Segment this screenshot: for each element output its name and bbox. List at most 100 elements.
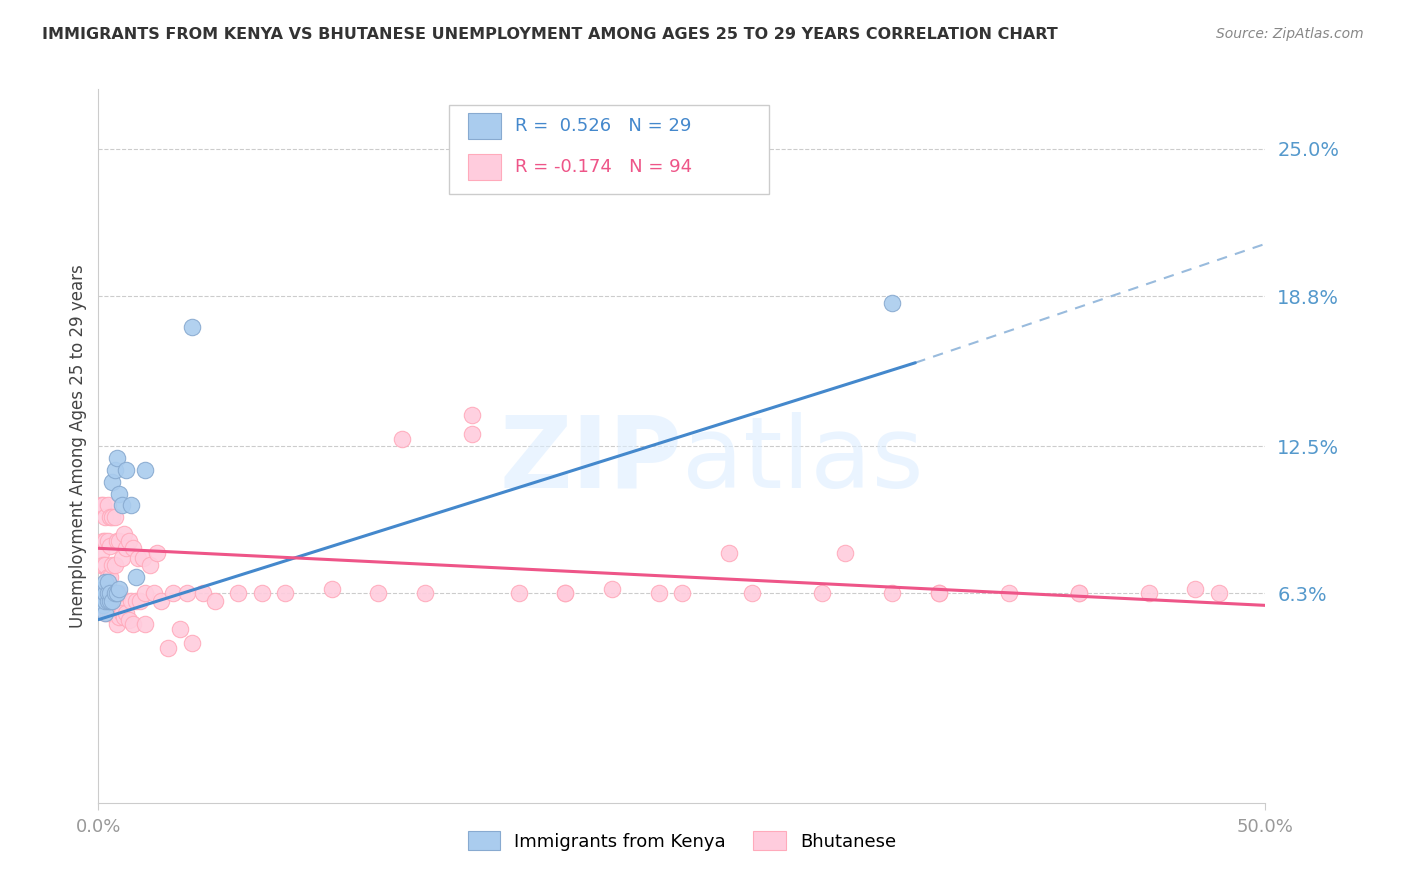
Point — [101, 593, 124, 607]
Point — [1208, 586, 1230, 600]
Point — [115, 541, 138, 556]
Point — [98, 606, 121, 620]
Point — [139, 558, 162, 572]
Point — [741, 586, 763, 600]
Point — [1067, 586, 1090, 600]
Point — [127, 550, 149, 565]
Point — [98, 586, 121, 600]
Point — [880, 586, 903, 600]
Point — [97, 593, 120, 607]
Point — [91, 499, 114, 513]
Point — [111, 550, 134, 565]
Point — [91, 586, 114, 600]
Point — [134, 463, 156, 477]
Point — [600, 582, 623, 596]
Text: atlas: atlas — [682, 412, 924, 508]
Point — [105, 450, 128, 465]
FancyBboxPatch shape — [468, 113, 501, 139]
Point — [193, 586, 215, 600]
Point — [94, 558, 117, 572]
Point — [94, 593, 117, 607]
Point — [834, 546, 856, 560]
Point — [125, 570, 148, 584]
Point — [94, 534, 117, 549]
Point — [122, 617, 145, 632]
Point — [97, 570, 120, 584]
Point — [97, 534, 120, 549]
Point — [98, 593, 121, 607]
Point — [105, 593, 128, 607]
Point — [125, 593, 148, 607]
Point — [101, 586, 124, 600]
Point — [104, 463, 127, 477]
Text: ZIP: ZIP — [499, 412, 682, 508]
Point — [94, 586, 117, 600]
Point — [118, 534, 141, 549]
Point — [90, 593, 112, 607]
Point — [105, 586, 128, 600]
Point — [880, 296, 903, 310]
Point — [146, 546, 169, 560]
Point — [321, 582, 343, 596]
Point — [94, 606, 117, 620]
Point — [118, 613, 141, 627]
Point — [90, 499, 112, 513]
Point — [647, 586, 669, 600]
Point — [98, 510, 121, 524]
Point — [928, 586, 950, 600]
Point — [91, 599, 114, 613]
Point — [108, 582, 131, 596]
Point — [108, 486, 131, 500]
Point — [104, 586, 127, 600]
Point — [274, 586, 297, 600]
Point — [90, 546, 112, 560]
Point — [91, 558, 114, 572]
Point — [105, 617, 128, 632]
Text: R =  0.526   N = 29: R = 0.526 N = 29 — [515, 117, 692, 136]
Point — [94, 510, 117, 524]
Point — [134, 617, 156, 632]
Point — [129, 593, 152, 607]
Point — [717, 546, 740, 560]
Point — [90, 558, 112, 572]
Text: IMMIGRANTS FROM KENYA VS BHUTANESE UNEMPLOYMENT AMONG AGES 25 TO 29 YEARS CORREL: IMMIGRANTS FROM KENYA VS BHUTANESE UNEMP… — [42, 27, 1057, 42]
Point — [98, 539, 121, 553]
Point — [228, 586, 250, 600]
Point — [105, 534, 128, 549]
Point — [94, 586, 117, 600]
Point — [90, 586, 112, 600]
Point — [97, 586, 120, 600]
Point — [143, 586, 166, 600]
Point — [554, 586, 576, 600]
Point — [98, 570, 121, 584]
Point — [132, 550, 155, 565]
Point — [91, 582, 114, 596]
Point — [250, 586, 273, 600]
Point — [671, 586, 693, 600]
Point — [108, 610, 131, 624]
Point — [180, 320, 202, 334]
Point — [169, 622, 191, 636]
Point — [94, 574, 117, 589]
Point — [134, 586, 156, 600]
Point — [111, 499, 134, 513]
Y-axis label: Unemployment Among Ages 25 to 29 years: Unemployment Among Ages 25 to 29 years — [69, 264, 87, 628]
Point — [180, 636, 202, 650]
Point — [413, 586, 436, 600]
Point — [115, 606, 138, 620]
Point — [91, 589, 114, 603]
Point — [94, 606, 117, 620]
Point — [367, 586, 389, 600]
Point — [91, 586, 114, 600]
Point — [101, 510, 124, 524]
Point — [97, 606, 120, 620]
Point — [461, 427, 484, 442]
Point — [97, 499, 120, 513]
Point — [111, 606, 134, 620]
Point — [91, 534, 114, 549]
Point — [1137, 586, 1160, 600]
Point — [91, 593, 114, 607]
Point — [120, 593, 142, 607]
Point — [97, 593, 120, 607]
Legend: Immigrants from Kenya, Bhutanese: Immigrants from Kenya, Bhutanese — [460, 824, 904, 858]
